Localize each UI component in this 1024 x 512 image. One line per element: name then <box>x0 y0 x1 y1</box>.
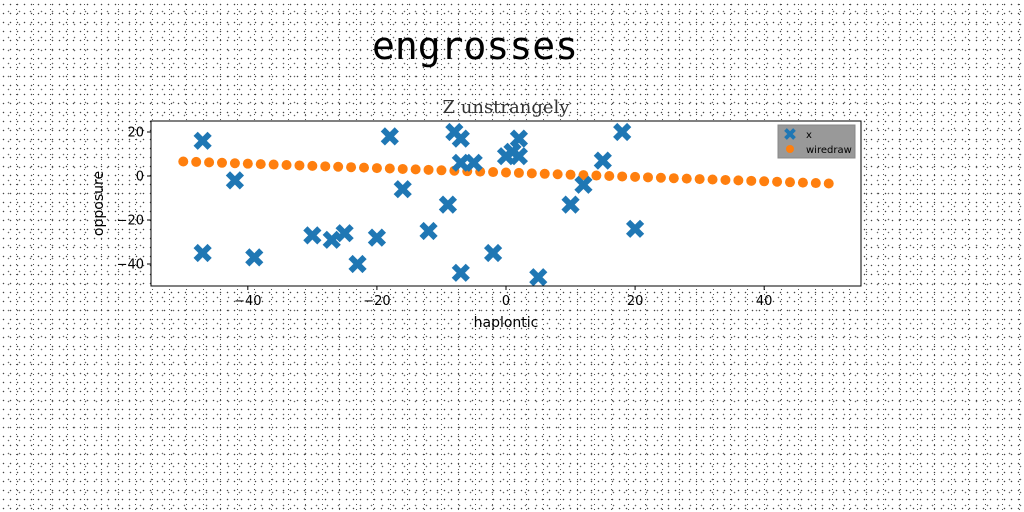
wiredraw-point <box>772 176 783 187</box>
x-point <box>367 228 387 247</box>
wiredraw-point <box>694 174 705 185</box>
x-axis-label: haplontic <box>474 315 539 331</box>
wiredraw-point <box>681 173 692 184</box>
x-point <box>438 195 458 214</box>
x-point <box>529 268 548 287</box>
x-point <box>464 153 483 172</box>
wiredraw-point <box>294 160 305 171</box>
wiredraw-point <box>178 156 189 167</box>
wiredraw-point <box>759 176 770 187</box>
x-point <box>335 224 354 243</box>
y-tick-label: 20 <box>127 126 144 141</box>
x-point <box>419 221 438 241</box>
legend-label-wiredraw: wiredraw <box>806 145 852 156</box>
x-point <box>393 180 412 199</box>
wiredraw-point <box>371 163 382 174</box>
x-point <box>193 131 212 150</box>
figure-title: engrosses <box>372 24 578 68</box>
x-point <box>593 151 612 170</box>
wiredraw-point <box>229 158 240 169</box>
x-point <box>483 243 503 263</box>
wiredraw-point <box>333 161 344 172</box>
x-point <box>322 230 341 249</box>
series-wiredraw <box>178 156 834 189</box>
wiredraw-point <box>268 159 279 170</box>
wiredraw-point <box>810 178 821 189</box>
x-point <box>625 219 645 238</box>
chart-title: Z unstrangely <box>443 97 571 118</box>
wiredraw-point <box>733 175 744 186</box>
wiredraw-point <box>604 171 615 181</box>
wiredraw-point <box>746 175 757 186</box>
x-point <box>380 127 399 146</box>
x-tick-label: −20 <box>363 294 390 309</box>
wiredraw-point <box>565 169 576 180</box>
x-tick-label: 20 <box>627 294 644 309</box>
x-point <box>509 147 529 166</box>
wiredraw-point <box>320 161 331 172</box>
plot-frame <box>150 120 862 287</box>
wiredraw-point <box>578 170 589 181</box>
wiredraw-point <box>539 168 550 179</box>
wiredraw-point <box>501 167 511 178</box>
wiredraw-point <box>823 178 834 189</box>
wiredraw-point <box>281 160 292 170</box>
x-tick-label: −40 <box>234 294 261 309</box>
wiredraw-point <box>797 177 808 188</box>
wiredraw-point <box>423 164 434 175</box>
x-point <box>613 122 632 142</box>
y-tick-label: −20 <box>117 214 144 229</box>
wiredraw-point <box>217 157 227 168</box>
x-point <box>225 171 245 190</box>
wiredraw-point <box>242 158 253 169</box>
wiredraw-point <box>191 156 202 167</box>
wiredraw-point <box>436 165 447 176</box>
wiredraw-point <box>488 167 499 178</box>
wiredraw-point <box>346 162 357 173</box>
wiredraw-point <box>617 171 628 182</box>
wiredraw-point <box>397 163 408 174</box>
wiredraw-point <box>204 157 215 168</box>
wiredraw-point <box>630 171 641 182</box>
wiredraw-point <box>655 172 666 183</box>
series-x <box>193 122 645 287</box>
wiredraw-point <box>359 162 369 173</box>
x-point <box>451 263 470 282</box>
x-point <box>574 175 593 194</box>
wiredraw-point <box>255 159 266 170</box>
axis-ticks: −40 −20 0 20 40 −40 −20 0 20 <box>117 126 773 310</box>
x-point <box>451 129 470 148</box>
y-axis-label: opposure <box>91 171 107 236</box>
x-point <box>193 243 212 263</box>
wiredraw-point <box>785 177 795 188</box>
wiredraw-point <box>410 164 421 175</box>
wiredraw-point <box>720 174 731 185</box>
x-point <box>245 248 264 267</box>
y-tick-label: −40 <box>117 258 144 273</box>
x-tick-label: 40 <box>756 294 773 309</box>
wiredraw-point <box>668 173 679 184</box>
wiredraw-point <box>643 172 653 183</box>
legend: x wiredraw <box>777 124 856 159</box>
x-point <box>348 254 367 274</box>
wiredraw-point <box>513 167 524 178</box>
x-tick-label: 0 <box>502 294 510 309</box>
x-point <box>509 129 529 148</box>
wiredraw-point <box>591 170 602 181</box>
x-point <box>561 195 580 214</box>
wiredraw-point <box>552 169 563 180</box>
legend-label-x: x <box>806 130 812 141</box>
legend-wiredraw-marker <box>786 145 794 153</box>
wiredraw-point <box>526 168 537 179</box>
x-point <box>303 226 322 245</box>
y-tick-label: 0 <box>136 170 144 185</box>
legend-x-marker <box>784 128 796 140</box>
wiredraw-point <box>307 160 318 171</box>
wiredraw-point <box>384 163 395 174</box>
wiredraw-point <box>707 174 718 185</box>
